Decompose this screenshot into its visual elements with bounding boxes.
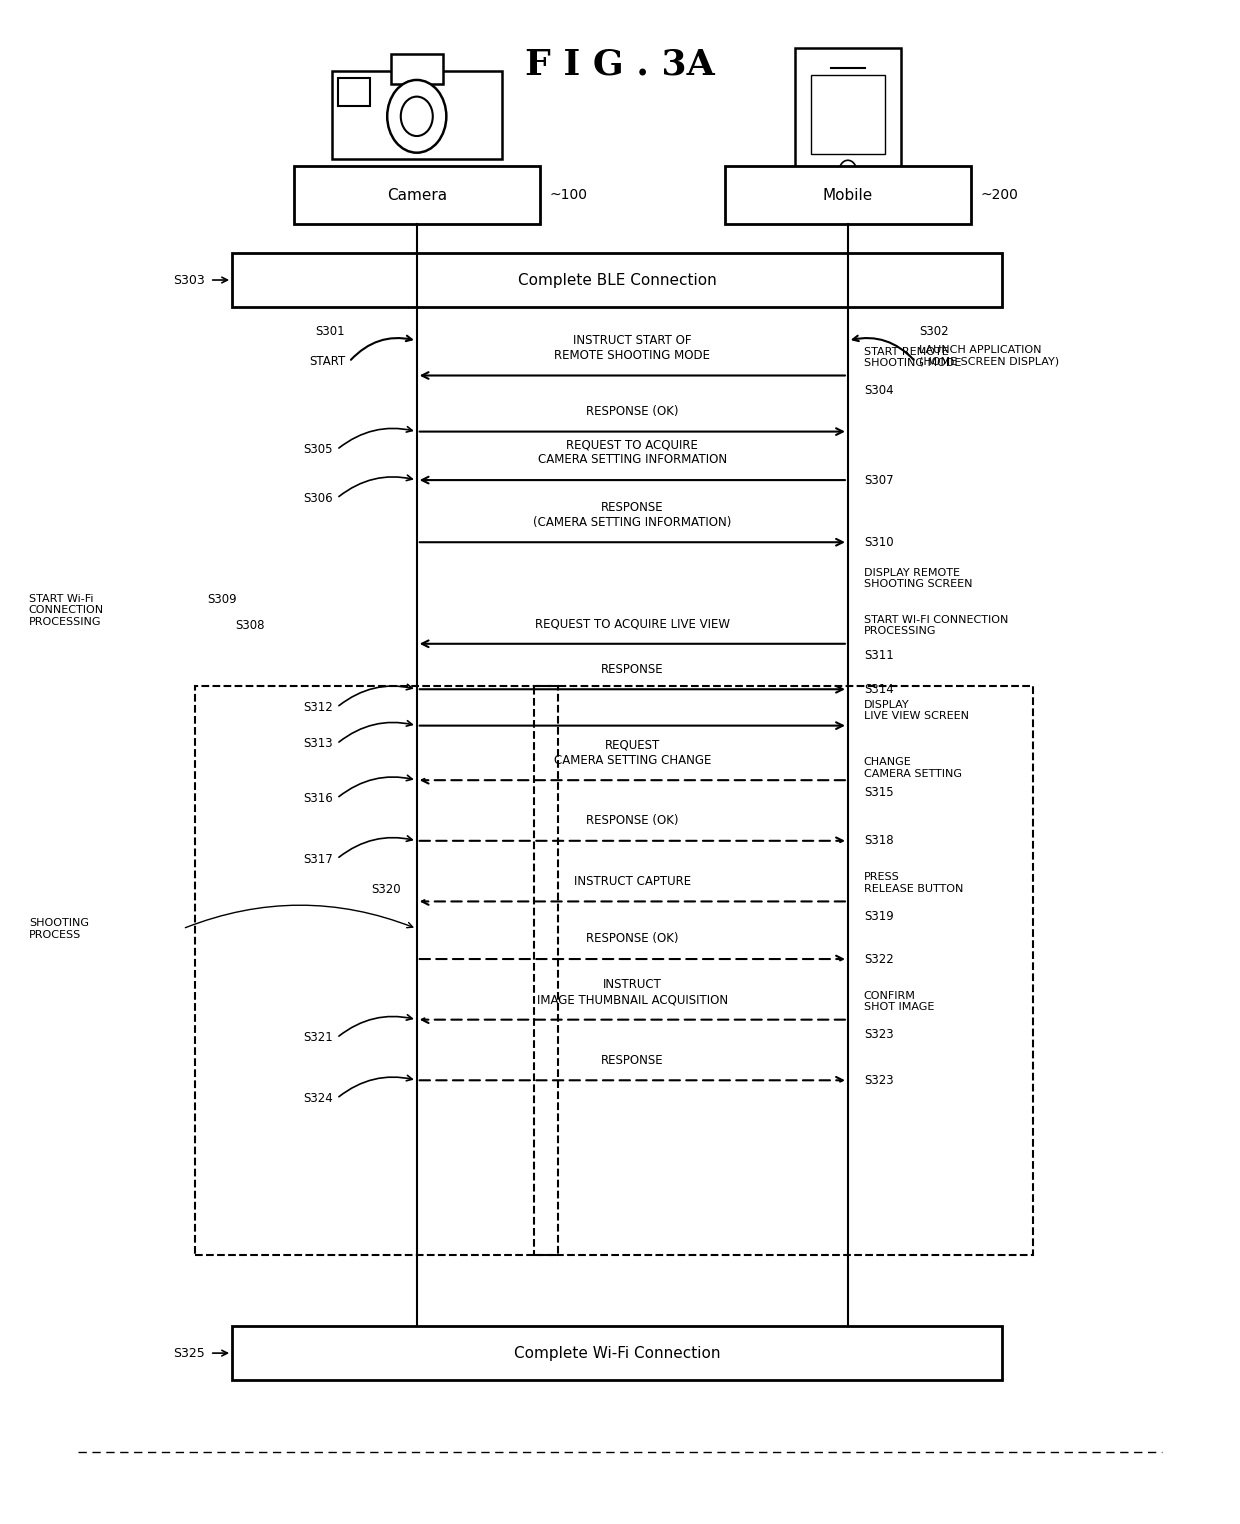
- Text: Camera: Camera: [387, 187, 446, 203]
- Text: S315: S315: [864, 786, 894, 799]
- FancyBboxPatch shape: [391, 55, 443, 84]
- Text: S301: S301: [316, 325, 345, 338]
- Text: S314: S314: [864, 683, 894, 696]
- Text: START WI-FI CONNECTION
PROCESSING: START WI-FI CONNECTION PROCESSING: [864, 614, 1008, 637]
- Text: S313: S313: [304, 738, 334, 750]
- Text: F I G . 3A: F I G . 3A: [525, 47, 715, 82]
- Text: RESPONSE (OK): RESPONSE (OK): [587, 814, 678, 828]
- Text: ~100: ~100: [549, 187, 588, 203]
- Text: S325: S325: [174, 1347, 205, 1359]
- Text: START REMOTE
SHOOTING MODE: START REMOTE SHOOTING MODE: [864, 346, 961, 369]
- Text: S308: S308: [236, 619, 265, 632]
- Text: S321: S321: [304, 1032, 334, 1044]
- Text: S307: S307: [864, 474, 894, 486]
- Text: S318: S318: [864, 834, 894, 847]
- Text: S309: S309: [207, 593, 237, 607]
- FancyBboxPatch shape: [232, 1326, 1002, 1381]
- FancyBboxPatch shape: [811, 75, 885, 154]
- Text: SHOOTING
PROCESS: SHOOTING PROCESS: [29, 917, 89, 939]
- Text: S317: S317: [304, 852, 334, 866]
- Text: REQUEST TO ACQUIRE LIVE VIEW: REQUEST TO ACQUIRE LIVE VIEW: [534, 617, 730, 629]
- Text: S304: S304: [864, 384, 894, 398]
- Text: INSTRUCT START OF
REMOTE SHOOTING MODE: INSTRUCT START OF REMOTE SHOOTING MODE: [554, 334, 711, 361]
- Text: S310: S310: [864, 536, 894, 549]
- Text: Complete Wi-Fi Connection: Complete Wi-Fi Connection: [513, 1346, 720, 1361]
- FancyBboxPatch shape: [232, 253, 1002, 308]
- FancyBboxPatch shape: [339, 78, 370, 105]
- Circle shape: [839, 160, 857, 181]
- Text: ~200: ~200: [981, 187, 1019, 203]
- Text: Complete BLE Connection: Complete BLE Connection: [517, 273, 717, 288]
- FancyBboxPatch shape: [724, 166, 971, 224]
- Text: S303: S303: [174, 273, 205, 287]
- Circle shape: [387, 79, 446, 152]
- FancyBboxPatch shape: [294, 166, 539, 224]
- Text: S323: S323: [864, 1074, 894, 1087]
- Text: S316: S316: [304, 792, 334, 805]
- Text: RESPONSE (OK): RESPONSE (OK): [587, 405, 678, 418]
- Text: INSTRUCT
IMAGE THUMBNAIL ACQUISITION: INSTRUCT IMAGE THUMBNAIL ACQUISITION: [537, 978, 728, 1006]
- FancyBboxPatch shape: [332, 70, 502, 158]
- Text: RESPONSE (OK): RESPONSE (OK): [587, 933, 678, 945]
- Text: DISPLAY
LIVE VIEW SCREEN: DISPLAY LIVE VIEW SCREEN: [864, 700, 968, 721]
- Text: RESPONSE
(CAMERA SETTING INFORMATION): RESPONSE (CAMERA SETTING INFORMATION): [533, 500, 732, 529]
- Text: S324: S324: [304, 1093, 334, 1105]
- Text: INSTRUCT CAPTURE: INSTRUCT CAPTURE: [574, 875, 691, 888]
- Text: S306: S306: [304, 492, 334, 504]
- Text: S305: S305: [304, 443, 334, 456]
- Text: DISPLAY REMOTE
SHOOTING SCREEN: DISPLAY REMOTE SHOOTING SCREEN: [864, 568, 972, 590]
- Text: S322: S322: [864, 952, 894, 966]
- Text: RESPONSE: RESPONSE: [601, 1053, 663, 1067]
- Text: LAUNCH APPLICATION
(HOME SCREEN DISPLAY): LAUNCH APPLICATION (HOME SCREEN DISPLAY): [919, 344, 1059, 367]
- Text: REQUEST TO ACQUIRE
CAMERA SETTING INFORMATION: REQUEST TO ACQUIRE CAMERA SETTING INFORM…: [538, 439, 727, 466]
- FancyBboxPatch shape: [795, 49, 900, 194]
- Text: START: START: [309, 355, 345, 369]
- Text: CHANGE
CAMERA SETTING: CHANGE CAMERA SETTING: [864, 757, 962, 779]
- Text: S319: S319: [864, 910, 894, 924]
- Text: S320: S320: [371, 882, 401, 896]
- Text: S323: S323: [864, 1029, 894, 1041]
- Text: PRESS
RELEASE BUTTON: PRESS RELEASE BUTTON: [864, 872, 963, 895]
- Text: S311: S311: [864, 649, 894, 663]
- Circle shape: [401, 96, 433, 136]
- Text: START Wi-Fi
CONNECTION
PROCESSING: START Wi-Fi CONNECTION PROCESSING: [29, 594, 104, 626]
- Text: CONFIRM
SHOT IMAGE: CONFIRM SHOT IMAGE: [864, 991, 934, 1012]
- Text: REQUEST
CAMERA SETTING CHANGE: REQUEST CAMERA SETTING CHANGE: [553, 739, 711, 767]
- Text: RESPONSE: RESPONSE: [601, 663, 663, 675]
- Text: S312: S312: [304, 701, 334, 713]
- Text: S302: S302: [919, 325, 949, 338]
- Text: Mobile: Mobile: [822, 187, 873, 203]
